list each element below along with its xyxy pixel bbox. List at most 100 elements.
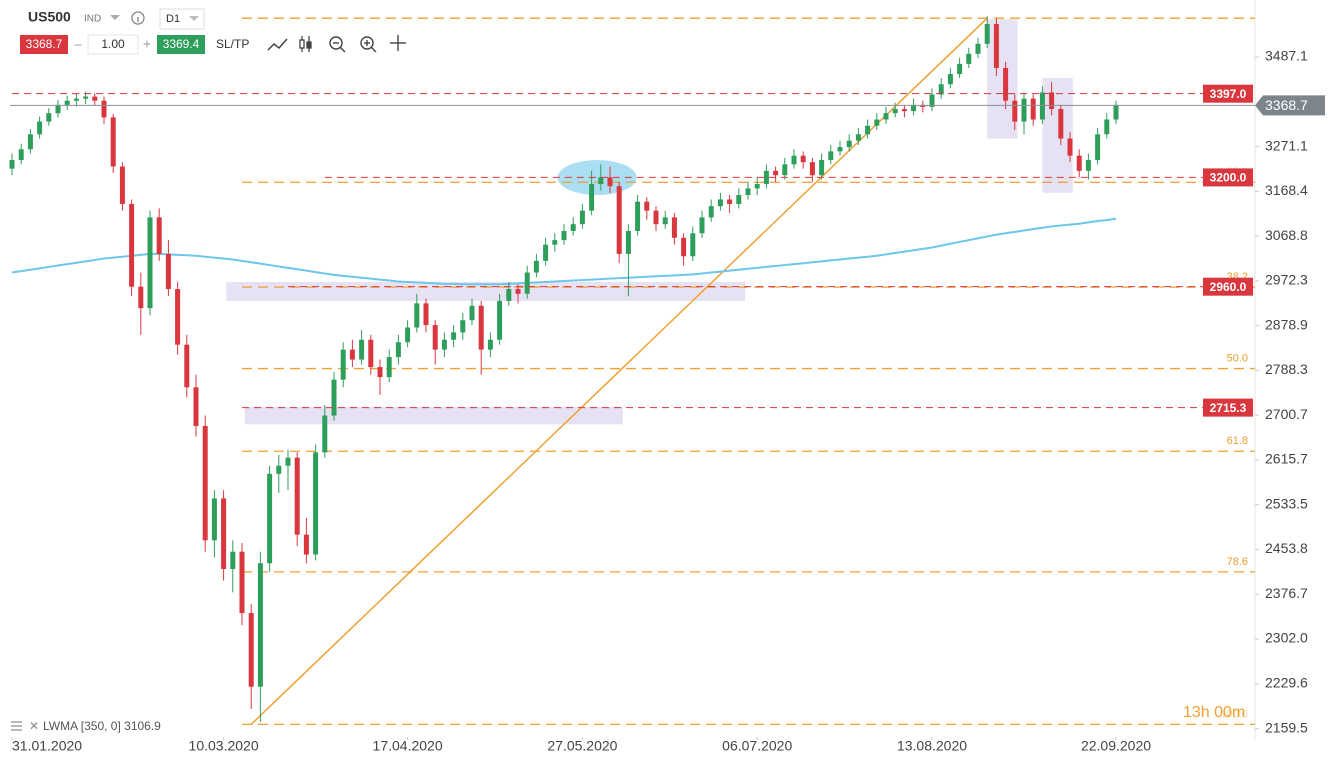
candle-body [497, 300, 503, 340]
candle-body [846, 140, 852, 148]
x-tick-label: 10.03.2020 [189, 738, 259, 754]
candle-body [1012, 100, 1018, 122]
candle-body [395, 342, 401, 358]
candle-body [855, 134, 861, 141]
candle-body [46, 113, 52, 122]
zones [226, 19, 1073, 425]
x-tick-label: 31.01.2020 [12, 738, 82, 754]
y-tick-label: 2700.7 [1265, 406, 1308, 422]
candle-body [763, 170, 769, 184]
symbol[interactable]: US500 [28, 9, 71, 25]
candle-body [837, 147, 843, 152]
candle-body [1104, 119, 1110, 135]
price-tag [1203, 277, 1253, 296]
x-tick-label: 17.04.2020 [373, 738, 443, 754]
y-tick-label: 2453.8 [1265, 540, 1308, 556]
candle-body [690, 233, 696, 257]
candle-body [782, 164, 788, 176]
plus[interactable]: + [143, 36, 151, 52]
candle-body [1021, 98, 1027, 122]
y-tick-label: 2972.3 [1265, 272, 1308, 288]
candle-body [340, 349, 346, 380]
minus[interactable]: – [74, 36, 82, 51]
toolbar: US500 IND D1 3368.7 – 1.00 + 3369.4 SL/T… [0, 0, 406, 62]
candle-body [717, 199, 723, 207]
price-tag [1203, 168, 1253, 187]
buy-button[interactable] [157, 35, 205, 54]
candles [9, 16, 1119, 722]
volume-box[interactable] [87, 34, 139, 55]
candle-body [736, 195, 742, 204]
candle-body [901, 109, 907, 112]
candle-body [911, 104, 917, 112]
legend-close[interactable]: ✕ [29, 719, 39, 733]
volume: 1.00 [101, 37, 125, 51]
candle-body [1058, 109, 1064, 139]
candle-body [1095, 134, 1101, 160]
candle-body [267, 473, 273, 564]
candle-body [432, 325, 438, 350]
info-icon-bar [137, 17, 139, 22]
candle-body [561, 230, 567, 241]
candle-body [607, 177, 613, 187]
candle-body [221, 498, 227, 569]
interval-box[interactable] [159, 8, 205, 30]
candle-body [83, 96, 89, 99]
candle-body [975, 43, 981, 54]
zoom-in-icon[interactable] [360, 36, 377, 53]
candle-body [276, 465, 282, 474]
candle-body [322, 415, 328, 453]
candle-body [359, 339, 365, 360]
candle-body [773, 170, 779, 176]
candle-body [9, 159, 15, 169]
y-tick-label: 2788.3 [1265, 361, 1308, 377]
candle-icon[interactable] [299, 36, 312, 52]
candle-body [202, 425, 208, 541]
candle-body [745, 188, 751, 196]
sell-button[interactable] [20, 35, 68, 54]
candle-body [993, 24, 999, 68]
candle-body [349, 349, 355, 360]
candle-body [165, 253, 171, 290]
candle-body [653, 210, 659, 225]
symbol-dropdown[interactable] [110, 15, 120, 20]
candle-body [947, 74, 953, 85]
candle-body [828, 151, 834, 160]
candle-body [1003, 67, 1009, 101]
candle-body [966, 53, 972, 64]
candle-body [1049, 92, 1055, 110]
candle-body [552, 240, 558, 245]
zoom-out-icon[interactable] [329, 36, 346, 53]
candle-body [515, 289, 521, 294]
candle-body [865, 125, 871, 135]
candle-body [138, 286, 144, 309]
candle-body [313, 452, 319, 555]
y-tick-label: 2533.5 [1265, 495, 1308, 511]
price-tag [1203, 398, 1253, 417]
candle-body [156, 217, 162, 254]
y-tick-label: 3487.1 [1265, 48, 1308, 64]
legend-menu-icon[interactable] [11, 721, 22, 731]
fib-label: 50.0 [1227, 352, 1248, 364]
price-tag-label: 3200.0 [1210, 171, 1247, 185]
x-tick-label: 22.09.2020 [1081, 738, 1151, 754]
fib-label: 61.8 [1227, 435, 1248, 447]
candle-body [73, 98, 79, 101]
candle-body [1113, 105, 1119, 120]
pan-icon[interactable] [390, 35, 406, 51]
candle-body [1067, 138, 1073, 156]
lwma-line [11, 217, 1117, 286]
info-icon[interactable] [131, 11, 145, 25]
candle-body [1076, 155, 1082, 171]
sltp[interactable]: SL/TP [216, 37, 249, 51]
candle-body [570, 224, 576, 231]
candle-body [589, 183, 595, 211]
candle-body [175, 289, 181, 345]
candle-body [892, 109, 898, 114]
candle-body [533, 260, 539, 273]
candle-body [524, 272, 530, 294]
y-tick-label: 3168.4 [1265, 182, 1308, 198]
line-chart-icon[interactable] [267, 38, 288, 51]
y-tick-label: 3068.8 [1265, 227, 1308, 243]
